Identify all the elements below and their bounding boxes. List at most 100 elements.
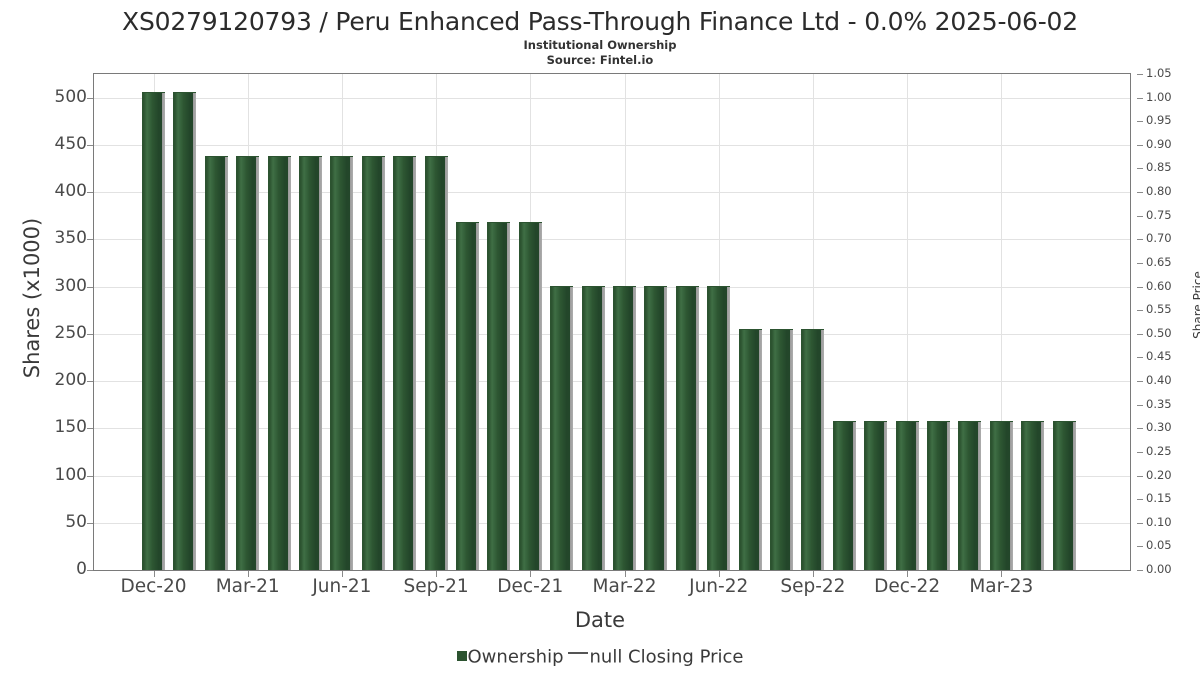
x-tick-label: Sep-21	[403, 576, 469, 597]
gridline-vertical	[907, 74, 909, 570]
x-tick-mark	[1001, 571, 1003, 577]
bar[interactable]	[361, 156, 385, 570]
gridline-horizontal	[94, 381, 1130, 383]
y-tick-label-left: 100	[54, 464, 87, 485]
bar[interactable]	[832, 420, 856, 570]
y-tick-label-left: 0	[76, 559, 87, 579]
bar[interactable]	[236, 156, 260, 570]
y-tick-mark-right	[1137, 239, 1143, 241]
y-tick-label-right: 1.05	[1146, 66, 1172, 80]
legend-item-ownership[interactable]: Ownership	[456, 646, 564, 668]
bar[interactable]	[173, 91, 197, 570]
y-tick-label-left: 500	[54, 86, 87, 107]
bar[interactable]	[456, 222, 479, 570]
x-tick-label: Mar-21	[215, 576, 280, 597]
bar[interactable]	[801, 329, 825, 570]
y-tick-label-right: 0.70	[1146, 231, 1172, 246]
x-tick-label: Jun-22	[689, 576, 749, 597]
bar[interactable]	[707, 285, 731, 570]
y-tick-mark-right	[1137, 215, 1143, 217]
chart-title: XS0279120793 / Peru Enhanced Pass-Throug…	[122, 7, 1078, 36]
bar[interactable]	[738, 329, 762, 570]
y-tick-mark-right	[1137, 144, 1143, 146]
bar[interactable]	[299, 156, 322, 570]
y-axis-title-left: Shares (x1000)	[20, 217, 44, 379]
y-tick-mark-right	[1137, 168, 1143, 170]
x-tick-mark	[153, 571, 155, 577]
y-tick-mark-right	[1137, 286, 1143, 288]
bar[interactable]	[864, 420, 888, 570]
bar[interactable]	[330, 156, 354, 570]
bar[interactable]	[393, 156, 417, 570]
y-tick-label-right: 0.10	[1146, 514, 1172, 529]
gridline-vertical	[812, 74, 814, 570]
x-tick-mark	[812, 571, 814, 577]
chart-source: Source: Fintel.io	[546, 53, 654, 67]
gridline-horizontal	[94, 522, 1130, 524]
bar[interactable]	[1052, 420, 1076, 570]
x-tick-label: Mar-22	[592, 576, 657, 597]
y-tick-label-right: 0.90	[1146, 136, 1172, 151]
x-tick-mark	[247, 571, 249, 577]
x-tick-mark	[718, 571, 720, 577]
y-tick-mark-right	[1137, 475, 1143, 477]
y-tick-label-left: 450	[54, 133, 87, 154]
y-tick-mark-left	[87, 381, 93, 383]
chart-subtitle: Institutional Ownership	[523, 38, 677, 52]
bar[interactable]	[989, 420, 1013, 570]
bar[interactable]	[927, 420, 950, 570]
legend-square-icon	[456, 651, 467, 662]
y-tick-label-right: 0.85	[1146, 160, 1172, 175]
y-tick-mark-left	[87, 475, 93, 477]
y-tick-label-left: 250	[54, 322, 87, 343]
y-tick-label-right: 0.60	[1146, 278, 1172, 293]
y-tick-label-left: 200	[54, 370, 87, 391]
y-tick-label-right: 0.30	[1146, 420, 1172, 435]
bar[interactable]	[1021, 420, 1045, 570]
y-tick-label-left: 350	[54, 228, 87, 249]
x-tick-label: Mar-23	[969, 576, 1034, 597]
gridline-horizontal	[94, 428, 1130, 430]
x-tick-label: Dec-21	[497, 576, 564, 597]
y-tick-label-left: 400	[54, 181, 87, 202]
gridline-horizontal	[94, 286, 1130, 288]
y-tick-mark-right	[1137, 451, 1143, 453]
bar[interactable]	[204, 156, 228, 570]
y-tick-label-right: 0.35	[1146, 396, 1172, 411]
chart-legend: Ownership null Closing Price	[0, 646, 1200, 668]
y-tick-label-right: 0.95	[1146, 113, 1172, 128]
bar[interactable]	[267, 156, 291, 570]
bar[interactable]	[424, 156, 448, 570]
bar[interactable]	[770, 329, 793, 570]
y-tick-mark-right	[1137, 546, 1143, 548]
bar[interactable]	[550, 285, 574, 570]
bar[interactable]	[518, 222, 542, 570]
y-tick-mark-right	[1137, 499, 1143, 501]
gridline-horizontal	[94, 239, 1130, 241]
legend-item-price[interactable]: null Closing Price	[564, 646, 743, 668]
y-tick-label-right: 0.75	[1146, 207, 1172, 222]
y-tick-label-right: 0.20	[1146, 467, 1172, 482]
x-tick-label: Jun-21	[312, 576, 372, 597]
x-tick-mark	[624, 571, 626, 577]
bar[interactable]	[581, 285, 605, 570]
bar[interactable]	[644, 285, 668, 570]
x-tick-mark	[530, 571, 532, 577]
title-block: XS0279120793 / Peru Enhanced Pass-Throug…	[0, 0, 1200, 68]
bar[interactable]	[675, 285, 699, 570]
gridline-horizontal	[94, 97, 1130, 99]
bar[interactable]	[487, 222, 511, 570]
bar[interactable]	[895, 420, 919, 570]
y-tick-label-right: 0.80	[1146, 184, 1172, 199]
bar[interactable]	[613, 285, 636, 570]
gridline-horizontal	[94, 475, 1130, 477]
y-tick-mark-right	[1137, 262, 1143, 264]
x-tick-label: Sep-22	[780, 576, 846, 597]
bar[interactable]	[958, 420, 982, 570]
y-tick-label-left: 50	[65, 511, 87, 532]
x-tick-mark	[341, 571, 343, 577]
y-tick-mark-right	[1137, 121, 1143, 123]
bar[interactable]	[142, 91, 165, 570]
y-tick-mark-left	[87, 192, 93, 194]
legend-line-icon	[567, 652, 588, 655]
